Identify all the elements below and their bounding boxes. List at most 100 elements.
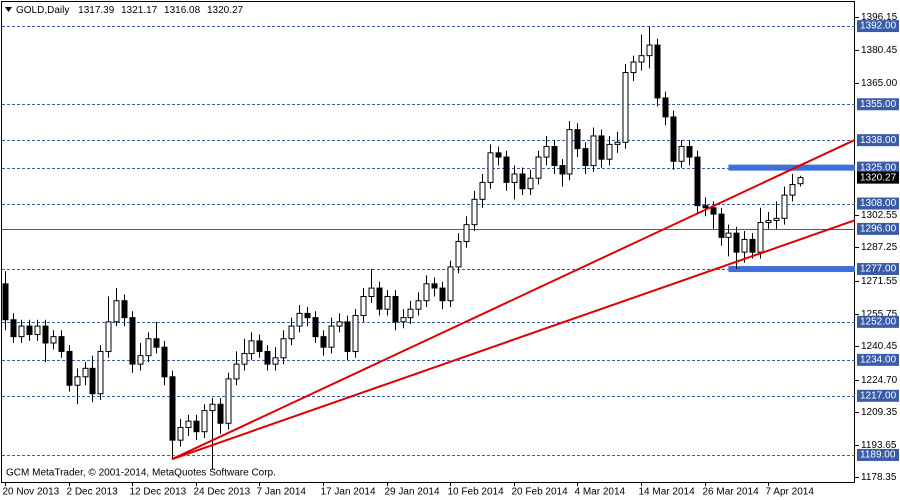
candle-body [400, 317, 407, 323]
candle-body [439, 287, 446, 302]
candle-body [82, 367, 89, 378]
candle-body [566, 129, 573, 175]
candle-body [495, 152, 502, 158]
candle-body [638, 55, 645, 63]
level-label: 1355.00 [860, 99, 897, 110]
menu-icon[interactable] [5, 7, 12, 12]
candle-body [328, 325, 335, 348]
candle-body [503, 156, 510, 183]
candle-body [392, 296, 399, 323]
trendline [171, 219, 856, 461]
candle-body [733, 232, 740, 253]
candle-body [153, 338, 160, 348]
candle-body [519, 173, 526, 190]
candle-body [344, 321, 351, 352]
candle-body [646, 44, 653, 57]
x-tick-label: 4 Mar 2014 [575, 487, 626, 498]
candle-body [58, 336, 65, 352]
candle-body [765, 219, 772, 224]
last-open: 1317.39 [78, 5, 115, 16]
candle-body [121, 300, 128, 319]
y-tick-label: 1302.55 [861, 210, 898, 221]
plot-area [2, 26, 856, 470]
candle-body [288, 325, 295, 340]
candle-body [614, 141, 621, 145]
y-tick-label: 1380.45 [861, 45, 898, 56]
candle-body [622, 72, 629, 143]
price-label: 1320.27 [860, 172, 897, 183]
x-tick-label: 7 Jan 2014 [257, 487, 307, 498]
y-tick-label: 1287.25 [861, 242, 898, 253]
last-close: 1320.27 [207, 5, 244, 16]
candle-body [694, 156, 701, 207]
x-tick-label: 17 Jan 2014 [321, 487, 376, 498]
level-label-box [857, 263, 899, 276]
x-tick-label: 12 Dec 2013 [130, 487, 187, 498]
candle-body [34, 325, 41, 336]
level-label: 1392.00 [860, 21, 897, 32]
candle-body [582, 148, 589, 167]
candle-body [487, 152, 494, 183]
candle-body [702, 205, 709, 209]
candle-body [352, 315, 359, 352]
symbol: GOLD,Daily [16, 5, 69, 16]
candle-body [654, 44, 661, 99]
x-tick-label: 24 Dec 2013 [194, 487, 251, 498]
candle-body [161, 346, 168, 378]
candle-body [256, 340, 263, 352]
candle-body [718, 213, 725, 238]
candle-body [535, 156, 542, 179]
candle-body [423, 283, 430, 302]
y-tick-label: 1178.35 [861, 472, 897, 483]
candle-body [225, 378, 232, 424]
candle-body [471, 198, 478, 226]
candle-body [18, 325, 25, 338]
candle-body [360, 296, 367, 317]
candle-body [26, 325, 33, 336]
x-tick-label: 7 Apr 2014 [766, 487, 815, 498]
level-label: 1252.00 [860, 316, 897, 327]
candle-body [193, 420, 200, 433]
candle-body [169, 376, 176, 441]
y-tick-label: 1271.55 [861, 276, 898, 287]
candle-body [376, 287, 383, 310]
candle-body [2, 283, 9, 321]
candle-body [757, 222, 764, 253]
candle-body [606, 143, 613, 160]
level-label-box [857, 20, 899, 33]
candle-body [725, 232, 732, 238]
candle-body [233, 363, 240, 380]
level-label: 1308.00 [860, 198, 897, 209]
y-tick-label: 1224.70 [861, 375, 898, 386]
candle-body [630, 61, 637, 74]
x-tick-label: 14 Mar 2014 [639, 487, 696, 498]
candle-body [113, 300, 120, 323]
y-tick-label: 1193.65 [861, 440, 897, 451]
level-label-box [857, 222, 899, 235]
x-tick-label: 29 Jan 2014 [385, 487, 440, 498]
level-label-box [857, 161, 899, 174]
candle-body [543, 146, 550, 158]
level-label: 1189.00 [860, 450, 896, 461]
y-tick-label: 1255.75 [861, 309, 898, 320]
candle-body [431, 283, 438, 289]
candle-body [789, 184, 796, 196]
candle-body [749, 238, 756, 253]
candle-body [559, 165, 566, 175]
candle-body [272, 357, 279, 365]
candle-body [217, 403, 224, 424]
level-label-box [857, 315, 899, 328]
y-tick-label: 1365.00 [861, 78, 898, 89]
level-label-box [857, 389, 899, 402]
trendline [171, 138, 856, 461]
y-tick-label: 1209.35 [861, 407, 898, 418]
candle-body [304, 312, 311, 319]
level-label: 1338.00 [860, 135, 897, 146]
candle-body [463, 224, 470, 243]
candle-body [511, 173, 518, 183]
candle-body [312, 317, 319, 338]
candle-body [50, 336, 57, 344]
x-tick-label: 20 Feb 2014 [512, 487, 569, 498]
x-tick-label: 10 Feb 2014 [448, 487, 505, 498]
